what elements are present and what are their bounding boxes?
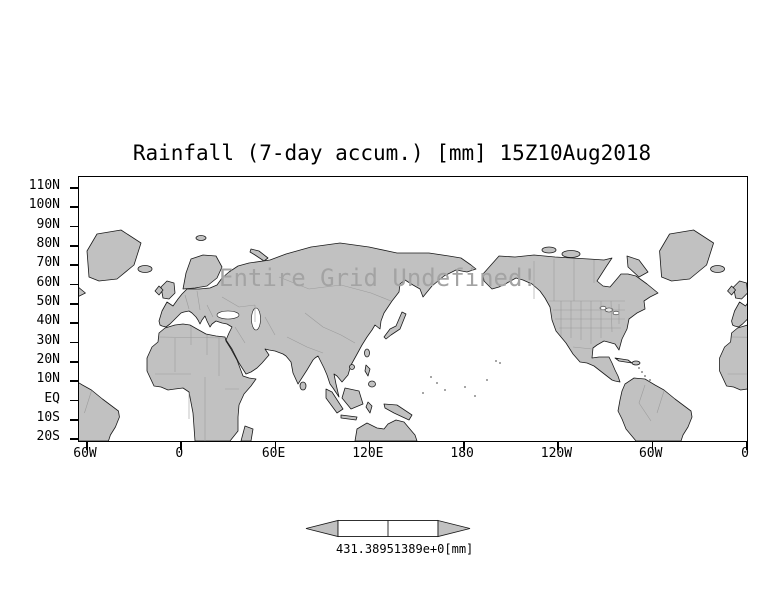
lon-tick-label: 0 xyxy=(175,446,184,461)
lat-tick-mark xyxy=(70,341,78,344)
colorbar-labels: 431.389 51389e+0 [mm] xyxy=(336,542,473,556)
lat-tick-label: 50N xyxy=(36,294,60,310)
lon-tick-label: 180 xyxy=(450,446,474,461)
lat-tick-mark xyxy=(70,399,78,402)
lon-tick-label: 120E xyxy=(352,446,384,461)
colorbar-left-arrow-icon xyxy=(305,519,339,538)
lon-tick-mark xyxy=(368,442,371,450)
lat-tick-mark xyxy=(70,206,78,208)
latitude-axis: 110N 100N 90N 80N 70N 60N 50N 40N 30N 20N 10N EQ 10S… xyxy=(0,176,70,444)
lat-tick-label: EQ xyxy=(44,390,60,406)
lon-tick-mark xyxy=(746,442,748,450)
lat-tick-mark xyxy=(70,419,78,421)
lat-tick-label: 10S xyxy=(36,410,60,426)
lat-tick-mark xyxy=(70,187,78,189)
lat-tick-label: 70N xyxy=(36,255,60,271)
lat-tick-label: 60N xyxy=(36,274,60,290)
lat-tick-label: 20N xyxy=(36,352,60,368)
colorbar-label-right: 51389e+0 xyxy=(386,542,445,556)
longitude-axis: 60W 0 60E 120E 180 120W 60W 0 xyxy=(73,446,749,464)
lat-tick-mark xyxy=(70,303,78,305)
lat-tick-mark xyxy=(70,225,78,228)
lat-tick-label: 40N xyxy=(36,313,60,329)
lon-tick-mark xyxy=(86,442,88,450)
lat-tick-mark xyxy=(70,245,78,247)
lat-tick-mark xyxy=(70,322,78,324)
lon-tick-label: 60E xyxy=(261,446,286,461)
lon-tick-label: 60W xyxy=(638,446,663,461)
colorbar-graphic xyxy=(305,519,471,538)
lon-tick-mark xyxy=(651,442,654,450)
colorbar-unit: [mm] xyxy=(444,542,474,556)
lat-tick-mark xyxy=(70,380,78,382)
lat-tick-label: 110N xyxy=(28,178,60,193)
lon-tick-mark xyxy=(180,442,182,450)
plot-title: Rainfall (7-day accum.) [mm] 15Z10Aug201… xyxy=(132,141,652,165)
lon-tick-label: 120W xyxy=(540,446,573,461)
lat-tick-mark xyxy=(70,264,78,266)
colorbar: 431.389 51389e+0 [mm] xyxy=(305,519,473,561)
lon-tick-mark xyxy=(274,442,277,450)
lat-tick-label: 20S xyxy=(36,429,60,445)
lon-tick-label: 0 xyxy=(741,446,749,461)
lat-tick-label: 80N xyxy=(36,236,60,252)
lat-tick-label: 100N xyxy=(28,197,60,213)
lon-tick-mark xyxy=(557,442,559,450)
lat-tick-label: 10N xyxy=(36,371,60,387)
lat-tick-mark xyxy=(70,361,78,363)
colorbar-right-arrow-icon xyxy=(437,519,471,538)
lon-tick-label: 60W xyxy=(73,446,97,461)
lat-tick-label: 30N xyxy=(36,332,60,348)
grid-undefined-message: Entire Grid Undefined! xyxy=(219,264,537,292)
lat-tick-label: 90N xyxy=(36,216,60,232)
world-map xyxy=(79,229,747,441)
colorbar-label-left: 431.389 xyxy=(336,542,387,556)
lon-tick-mark xyxy=(463,442,465,450)
lat-tick-mark xyxy=(70,438,78,440)
map-frame: Entire Grid Undefined! xyxy=(70,176,748,450)
lat-tick-mark xyxy=(70,283,78,286)
